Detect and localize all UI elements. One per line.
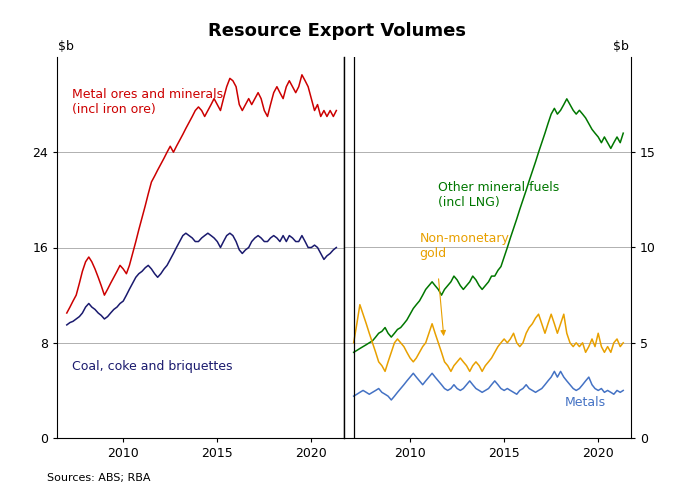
Text: Metal ores and minerals
(incl iron ore): Metal ores and minerals (incl iron ore) — [72, 89, 223, 116]
Text: Other mineral fuels
(incl LNG): Other mineral fuels (incl LNG) — [438, 181, 560, 209]
Text: Metals: Metals — [564, 396, 605, 409]
Text: $b: $b — [614, 40, 629, 53]
Text: $b: $b — [58, 40, 74, 53]
Text: Coal, coke and briquettes: Coal, coke and briquettes — [72, 359, 233, 373]
Text: Non-monetary
gold: Non-monetary gold — [419, 232, 510, 260]
Text: Resource Export Volumes: Resource Export Volumes — [209, 22, 466, 40]
Text: Sources: ABS; RBA: Sources: ABS; RBA — [47, 473, 151, 483]
